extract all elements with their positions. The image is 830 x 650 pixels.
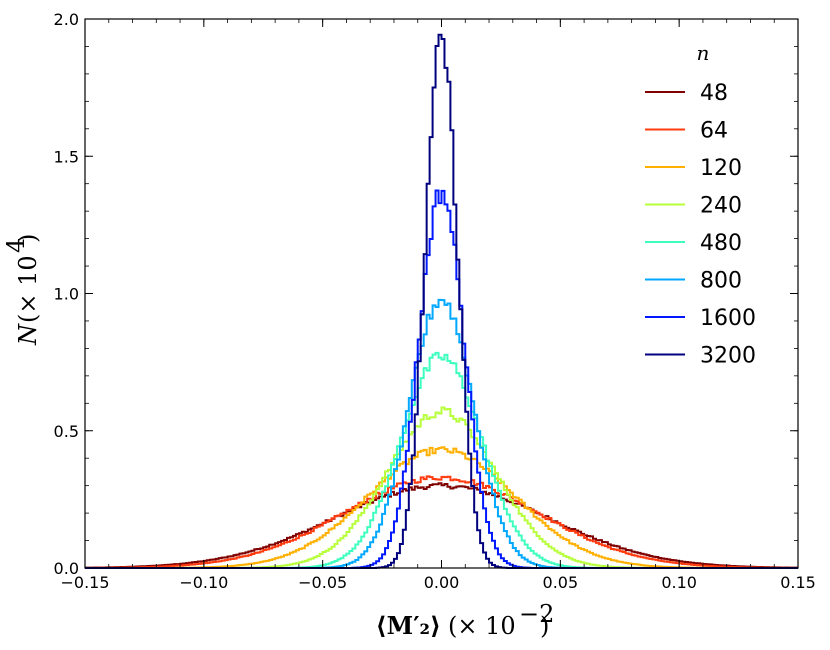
x-axis-label-suffix: (× 10 (448, 612, 516, 640)
series-group (85, 33, 798, 569)
x-tick-label: 0.15 (780, 573, 816, 592)
legend-title: n (697, 41, 710, 65)
x-axis-label-exponent: −2 (519, 600, 554, 628)
y-tick-label: 1.0 (54, 285, 79, 304)
series-64 (85, 475, 798, 569)
y-axis-label-exponent: 4 (2, 238, 30, 253)
series-240 (85, 406, 798, 569)
series-800 (85, 298, 798, 569)
legend-label-3200: 3200 (700, 344, 756, 369)
series-1600 (85, 189, 798, 569)
ticks-group: −0.15 −0.10 −0.05 0.00 0.05 0.10 0.15 0.0 0.5 1.0… (54, 10, 816, 592)
x-axis-label: ⟨M′₂⟩ (376, 611, 441, 640)
x-tick-label: 0.05 (543, 573, 579, 592)
y-axis-label: N (14, 323, 42, 346)
y-tick-label: 0.0 (54, 559, 79, 578)
y-tick-label: 0.5 (54, 422, 79, 441)
legend: 48 64 120 240 480 800 1600 3200 (645, 81, 756, 369)
y-axis-label-suffix: (× 10 (14, 255, 42, 323)
series-3200 (85, 33, 798, 569)
x-tick-label: −0.05 (298, 573, 347, 592)
series-48 (85, 482, 798, 569)
legend-label-240: 240 (700, 194, 742, 219)
series-120 (85, 446, 798, 569)
legend-label-480: 480 (700, 231, 742, 256)
x-tick-label: 0.10 (661, 573, 697, 592)
legend-label-120: 120 (700, 156, 742, 181)
x-tick-label: −0.10 (179, 573, 228, 592)
y-axis-label-close: ) (14, 234, 42, 243)
x-axis-label-close: ) (540, 612, 549, 640)
x-axis-title: ⟨M′₂⟩ (× 10 −2 ) (376, 600, 555, 640)
legend-label-64: 64 (700, 119, 728, 144)
x-tick-label: 0.00 (424, 573, 460, 592)
legend-label-48: 48 (700, 81, 728, 106)
y-axis-title: N (× 10 4 ) (2, 234, 42, 346)
legend-label-800: 800 (700, 269, 742, 294)
y-tick-label: 2.0 (54, 10, 79, 29)
y-tick-label: 1.5 (54, 147, 79, 166)
x-tick-label: −0.15 (60, 573, 109, 592)
legend-label-1600: 1600 (700, 306, 756, 331)
series-480 (85, 351, 798, 569)
